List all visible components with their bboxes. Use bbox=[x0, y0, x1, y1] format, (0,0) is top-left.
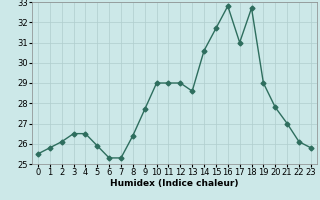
X-axis label: Humidex (Indice chaleur): Humidex (Indice chaleur) bbox=[110, 179, 239, 188]
